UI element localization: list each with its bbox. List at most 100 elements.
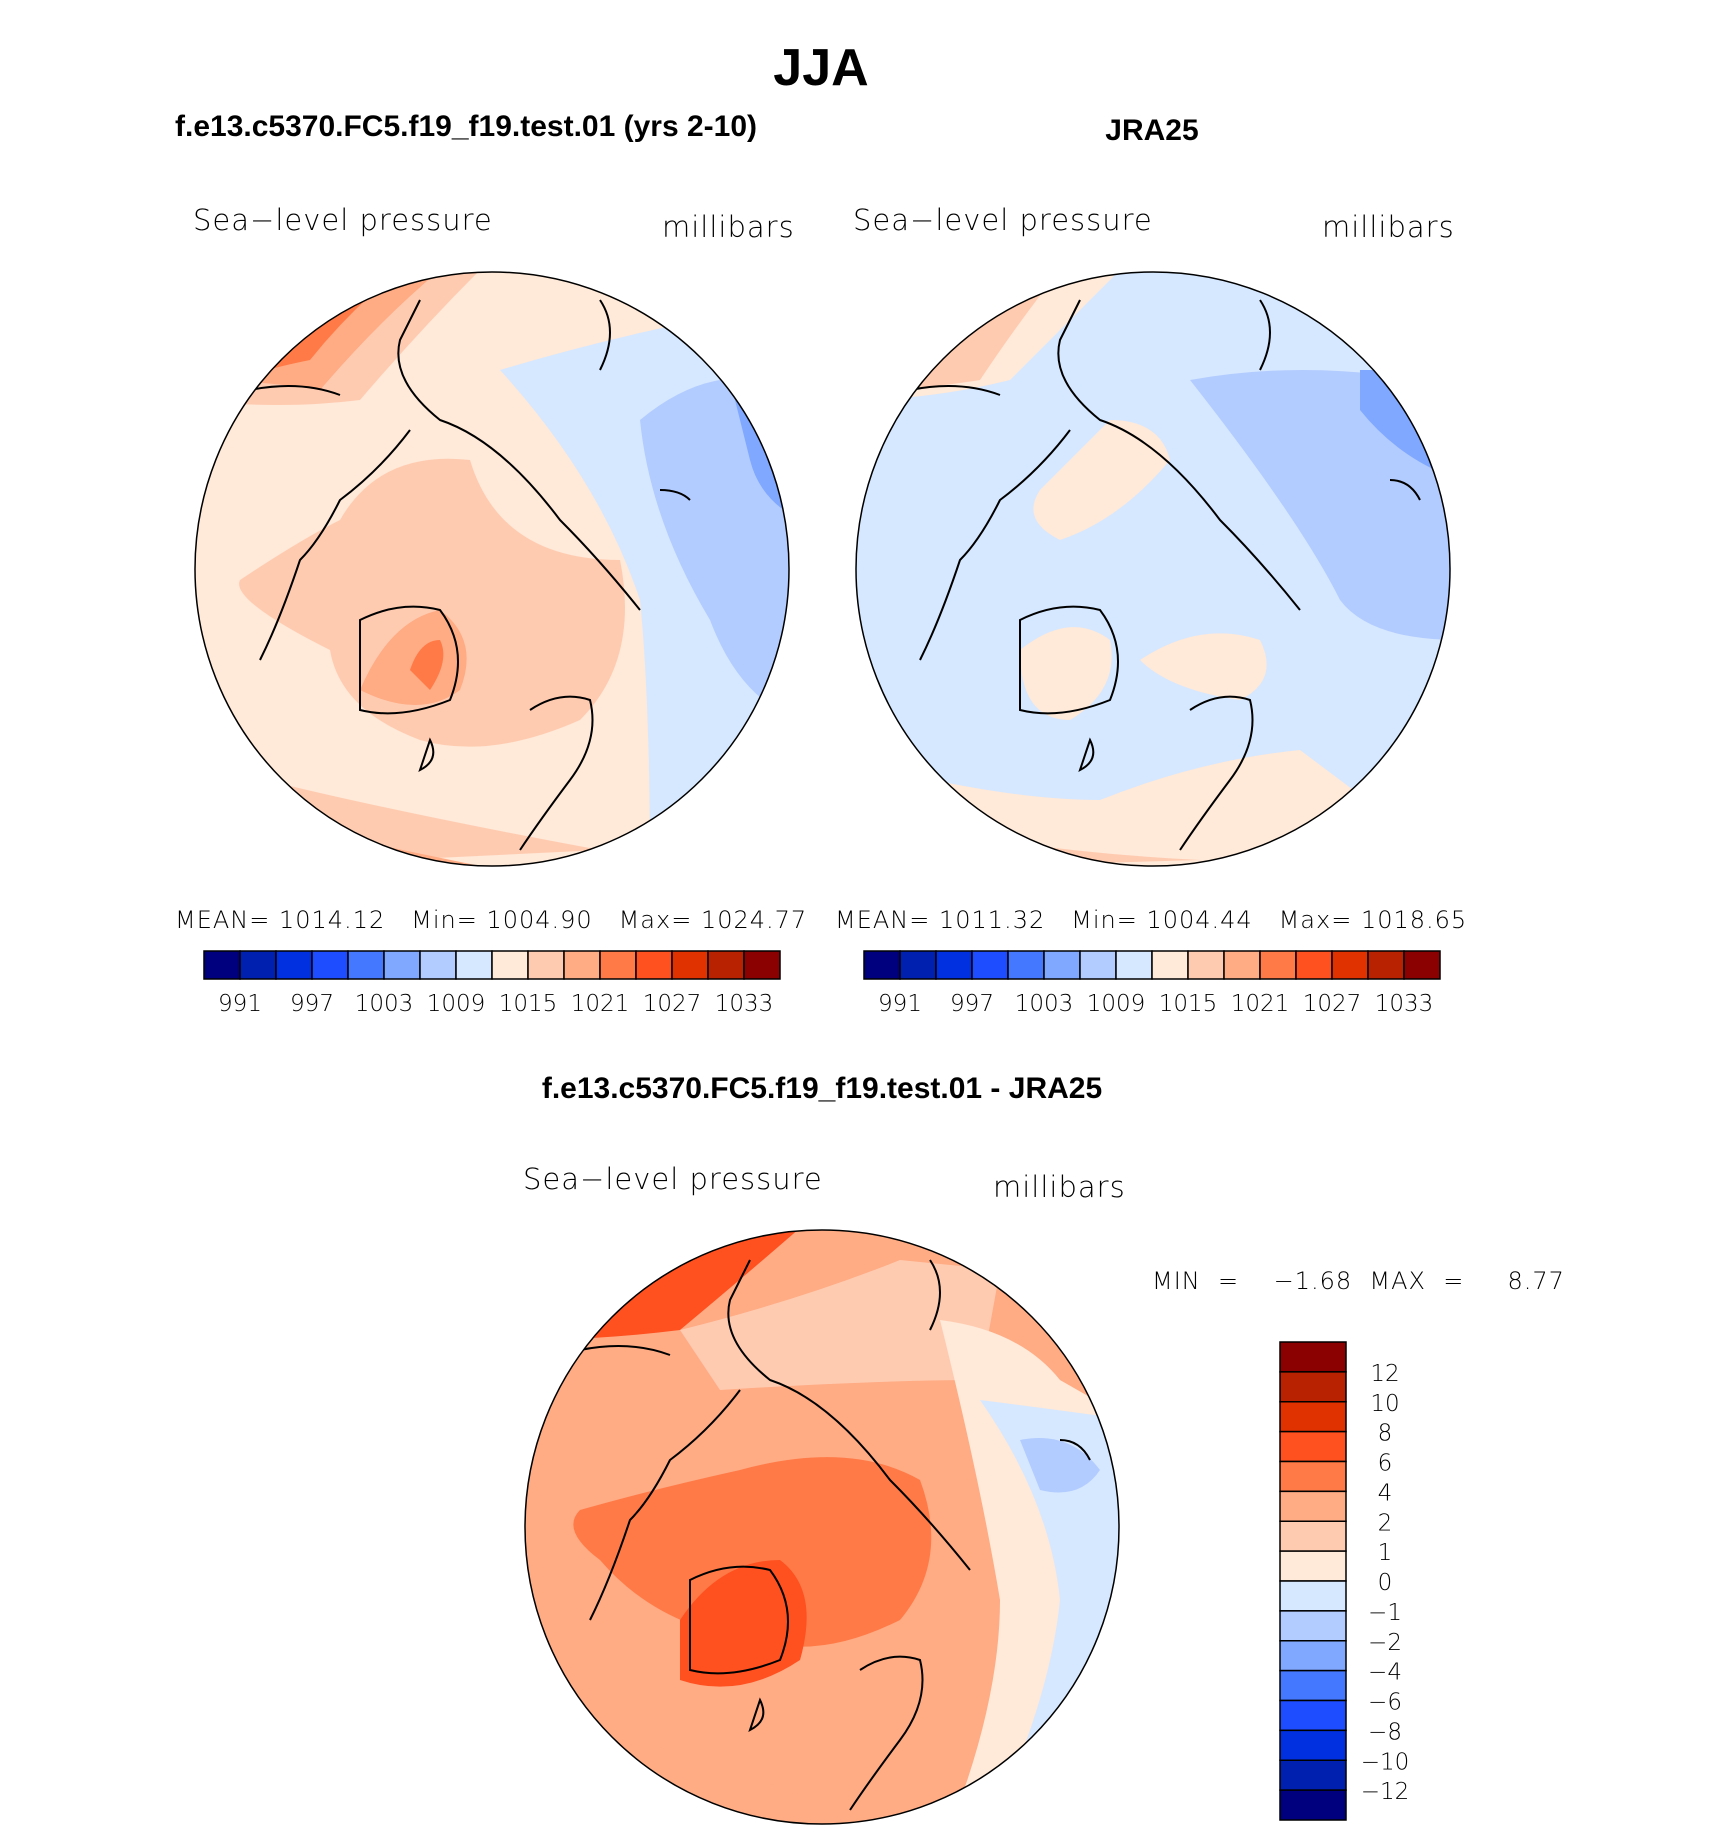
panel-3-colorbar-label: −12 [1361, 1779, 1410, 1805]
panel-1-colorbar-box [455, 950, 493, 980]
panel-1-colorbar-label: 991 [218, 991, 262, 1017]
panel-2-max: Max= 1018.65 [1278, 906, 1468, 934]
panel-2-colorbar-label: 1033 [1375, 991, 1434, 1017]
panel-3-coastlines [579, 1259, 1091, 1811]
panel-3-colorbar-label: −10 [1361, 1749, 1410, 1775]
panel-2-colorbar-box [1295, 950, 1333, 980]
panel-3-colorbar-label: −1 [1368, 1600, 1402, 1626]
panel-2-min: Min= 1004.44 [1071, 906, 1253, 934]
panel-3-title: f.e13.c5370.FC5.f19_f19.test.01 - JRA25 [541, 1072, 1103, 1105]
panel-2-mean: MEAN= 1011.32 [835, 906, 1046, 934]
panel-3-colorbar-box [1279, 1640, 1347, 1672]
panel-1-colorbar-label: 1033 [715, 991, 774, 1017]
panel-3-colorbar-label: −6 [1368, 1690, 1402, 1716]
panel-3-colorbar-label: 4 [1378, 1480, 1393, 1506]
panel-1-colorbar-box [707, 950, 745, 980]
panel-3-colorbar-label: −8 [1368, 1719, 1402, 1745]
panel-2-variable-label: Sea−level pressure [853, 203, 1153, 237]
panel-1-colorbar-box [563, 950, 601, 980]
panel-3-colorbar-box [1279, 1789, 1347, 1821]
panel-1-colorbar-box [491, 950, 529, 980]
panel-2-colorbar-box [935, 950, 973, 980]
panel-2-colorbar-box [1187, 950, 1225, 980]
panel-2-colorbar-box [1403, 950, 1441, 980]
panel-3-colorbar-box [1279, 1759, 1347, 1791]
panel-2-stats: MEAN= 1011.32 Min= 1004.44 Max= 1018.65 [835, 906, 1467, 934]
panel-2-colorbar-box [1331, 950, 1369, 980]
panel-1-stats: MEAN= 1014.12 Min= 1004.90 Max= 1024.77 [175, 906, 807, 934]
panel-1-colorbar-label: 1003 [355, 991, 414, 1017]
panel-3-colorbar-box [1279, 1460, 1347, 1493]
colorbars: 991 997 1003 1009 1015 1021 1027 1033 991 997 1003… [203, 950, 1441, 1821]
panel-1-colorbar-box [671, 950, 709, 980]
panel-1-colorbar-box [275, 950, 313, 980]
panel-3-colorbar-label: 0 [1378, 1570, 1393, 1596]
panel-3-minmax: MIN = −1.68 MAX = 8.77 [1152, 1267, 1565, 1295]
panel-1-colorbar-label: 1015 [499, 991, 558, 1017]
panel-3-colorbar-box [1279, 1520, 1347, 1552]
panel-1-mean: MEAN= 1014.12 [175, 906, 386, 934]
panel-3-colorbar-box [1279, 1550, 1347, 1582]
panel-1-colorbar-box [347, 950, 385, 980]
panel-2-colorbar-box [1367, 950, 1405, 980]
panel-1-colorbar-label: 997 [290, 991, 334, 1017]
panel-1-variable-label: Sea−level pressure [193, 203, 493, 237]
panel-2-colorbar-box [1115, 950, 1153, 980]
panel-2-colorbar-box [863, 950, 901, 980]
panel-1-colorbar-box [383, 950, 421, 980]
panel-1-colorbar-box [743, 950, 781, 980]
panel-2-colorbar-label: 1009 [1087, 991, 1146, 1017]
panel-3-colorbar-label: 6 [1378, 1451, 1393, 1477]
panel-2-colorbar-box [899, 950, 937, 980]
panel-2-colorbar-label: 1027 [1303, 991, 1362, 1017]
panel-2-colorbar-label: 1021 [1231, 991, 1290, 1017]
panel-2-colorbar-box [971, 950, 1009, 980]
panel-2-colorbar-label: 991 [878, 991, 922, 1017]
panel-1-colorbar-box [635, 950, 673, 980]
panel-1-colorbar-label: 1027 [643, 991, 702, 1017]
panel-1-title: f.e13.c5370.FC5.f19_f19.test.01 (yrs 2-1… [175, 110, 758, 143]
panel-3-colorbar-box [1279, 1341, 1347, 1373]
panel-3-units-label: millibars [993, 1170, 1126, 1204]
panel-3-colorbar-box [1279, 1430, 1347, 1463]
panel-3-colorbar-box [1279, 1580, 1347, 1612]
panel-3-colorbar-label: −2 [1368, 1630, 1402, 1656]
panel-2-title: JRA25 [1105, 114, 1199, 147]
panel-3-colorbar-box [1279, 1401, 1347, 1433]
panel-1-coastlines [249, 299, 691, 851]
panel-3-colorbar-box [1279, 1610, 1347, 1642]
panel-2-colorbar-label: 997 [950, 991, 994, 1017]
panel-1-colorbar-label: 1021 [571, 991, 630, 1017]
panel-1-colorbar-box [239, 950, 277, 980]
panel-3-map-border [524, 1229, 1120, 1825]
panel-3-colorbar-label: 10 [1370, 1391, 1399, 1417]
main-title: JJA [773, 39, 869, 97]
panel-1-max: Max= 1024.77 [618, 906, 808, 934]
panel-2-coastlines [909, 299, 1421, 851]
panel-2-colorbar-box [1007, 950, 1045, 980]
panel-1-units-label: millibars [662, 210, 795, 244]
panel-3-colorbar-box [1279, 1490, 1347, 1522]
panel-3-variable-label: Sea−level pressure [523, 1162, 823, 1196]
panel-1-colorbar-box [527, 950, 565, 980]
panel-2-colorbar-label: 1003 [1015, 991, 1074, 1017]
panel-3-colorbar-label: 1 [1378, 1540, 1393, 1566]
panel-3-colorbar-label: −4 [1368, 1660, 1402, 1686]
panel-2-units-label: millibars [1322, 210, 1455, 244]
panel-2-colorbar-box [1043, 950, 1081, 980]
panel-1-colorbar-box [419, 950, 457, 980]
panel-2-colorbar-box [1223, 950, 1261, 980]
panel-1-min: Min= 1004.90 [411, 906, 593, 934]
panel-3-colorbar-label: 2 [1378, 1510, 1393, 1536]
panel-2-colorbar-box [1259, 950, 1297, 980]
panel-3-colorbar-label: 8 [1378, 1421, 1393, 1447]
panel-2-colorbar-label: 1015 [1159, 991, 1218, 1017]
panel-2-map-border [855, 271, 1451, 867]
panel-1-map-border [194, 271, 790, 867]
panel-3-colorbar-box [1279, 1371, 1347, 1403]
panel-3-colorbar-box [1279, 1699, 1347, 1732]
panel-3-colorbar-box [1279, 1729, 1347, 1761]
panel-1-colorbar-box [311, 950, 349, 980]
panel-1-colorbar-box [599, 950, 637, 980]
